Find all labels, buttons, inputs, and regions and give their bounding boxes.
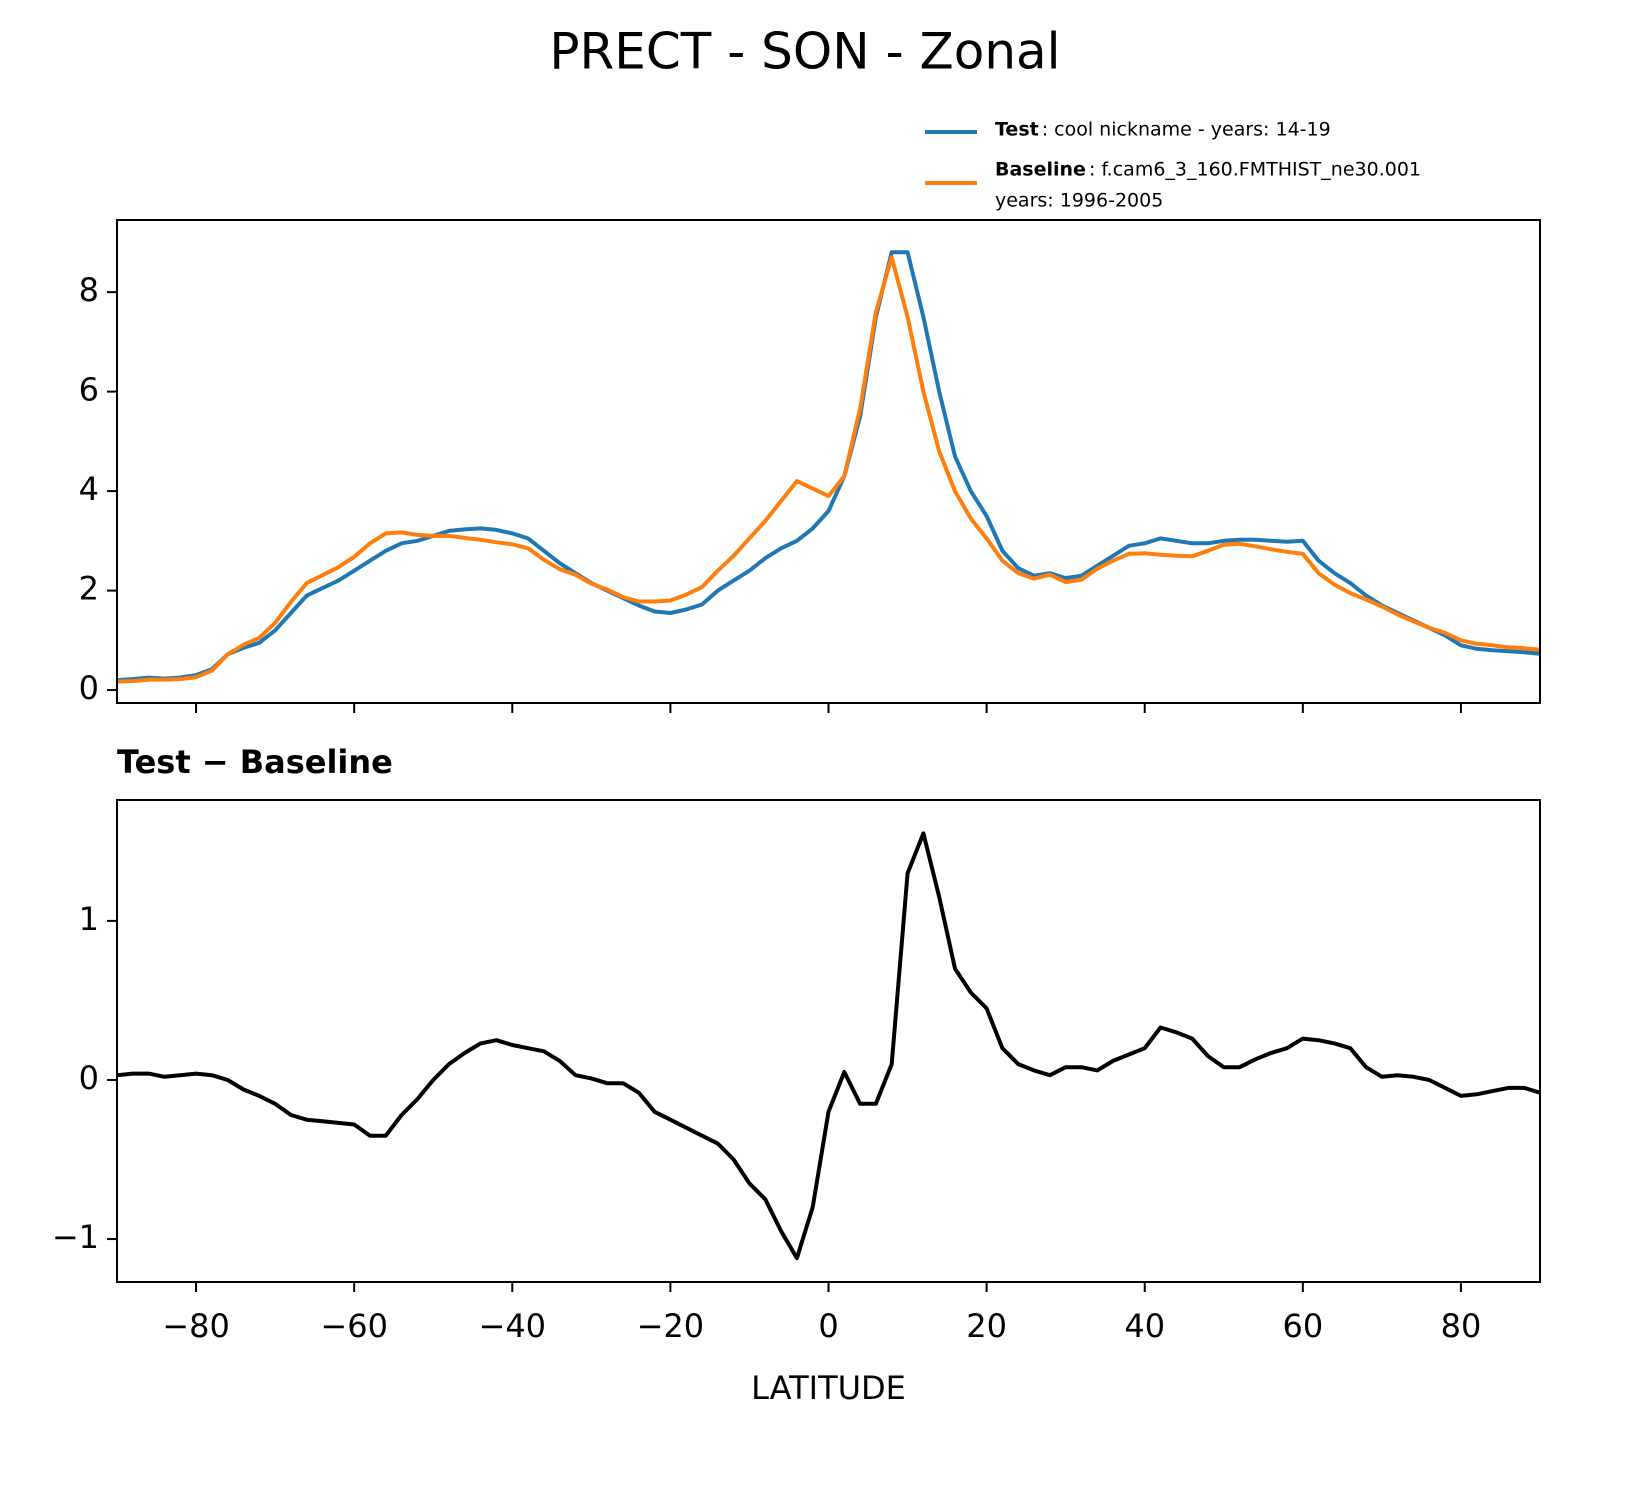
y-tick-label: 2 [79,570,99,608]
x-tick-label: 80 [1441,1307,1482,1345]
x-tick-label: −60 [320,1307,388,1345]
x-axis-label: LATITUDE [751,1369,906,1407]
y-tick-label: −1 [52,1218,99,1256]
y-tick-label: 8 [79,271,99,309]
y-tick-label: 6 [79,371,99,409]
x-tick-label: 20 [966,1307,1007,1345]
legend-description: : cool nickname - years: 14-19 [1042,119,1331,141]
x-tick-label: −80 [162,1307,230,1345]
y-tick-label: 4 [79,470,99,508]
series-line [117,250,1540,683]
series-line [117,255,1540,684]
y-tick-label: 1 [79,900,99,938]
legend-label: Test [995,119,1039,141]
y-tick-label: 0 [79,1059,99,1097]
legend-label: Baseline [995,159,1086,181]
x-tick-label: −20 [637,1307,705,1345]
legend-description: : f.cam6_3_160.FMTHIST_ne30.001 [1089,159,1421,181]
figure-title: PRECT - SON - Zonal [549,23,1060,81]
axes-frame [116,219,1541,704]
legend-description: years: 1996-2005 [995,190,1163,212]
x-tick-label: 0 [818,1307,838,1345]
y-tick-label: 0 [79,669,99,707]
x-tick-label: −40 [479,1307,547,1345]
x-tick-label: 40 [1124,1307,1165,1345]
axes-title: Test − Baseline [117,743,393,781]
x-tick-label: 60 [1282,1307,1323,1345]
series-line [117,831,1540,1261]
